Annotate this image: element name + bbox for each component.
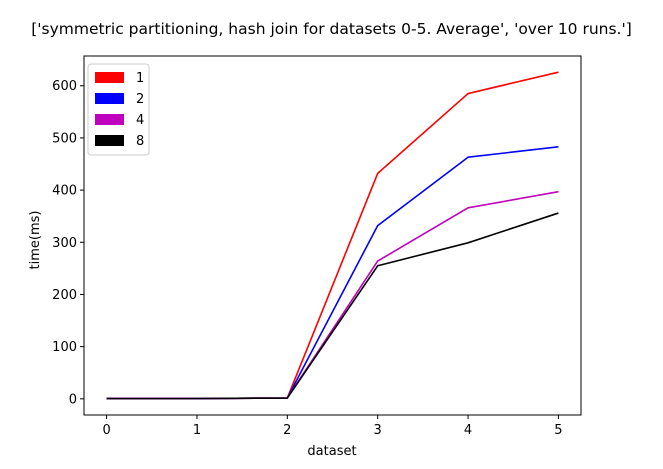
plot-area-frame (83, 55, 582, 416)
y-tick-label: 500 (52, 131, 77, 146)
legend-swatch-2 (95, 93, 124, 104)
series-line-4 (106, 190, 559, 400)
series-lines (106, 71, 559, 400)
x-tick-label: 2 (283, 423, 291, 438)
y-axis-ticks: 0 100 200 300 400 500 600 (52, 79, 84, 407)
legend-label: 4 (136, 113, 144, 128)
x-tick-label: 1 (193, 423, 201, 438)
series-line-2 (106, 145, 559, 400)
x-axis-ticks: 0 1 2 3 4 5 (102, 415, 563, 438)
chart-title: ['symmetric partitioning, hash join for … (31, 20, 632, 38)
y-tick-label: 300 (52, 236, 77, 251)
x-tick-label: 0 (102, 423, 110, 438)
legend-swatch-1 (95, 72, 124, 83)
legend-swatch-8 (95, 135, 124, 146)
legend-swatch-4 (95, 114, 124, 125)
y-axis-label: time(ms) (28, 211, 43, 270)
legend-frame (87, 63, 150, 156)
x-tick-label: 3 (374, 423, 382, 438)
x-axis-label: dataset (307, 444, 356, 459)
y-tick-label: 100 (52, 340, 77, 355)
legend: 1 2 4 8 (87, 63, 150, 156)
legend-label: 1 (136, 71, 144, 86)
x-tick-label: 5 (554, 423, 562, 438)
y-tick-label: 600 (52, 79, 77, 94)
y-tick-label: 0 (69, 392, 77, 407)
legend-label: 2 (136, 92, 144, 107)
x-tick-label: 4 (464, 423, 472, 438)
y-tick-label: 200 (52, 288, 77, 303)
series-line-8 (106, 212, 559, 400)
legend-label: 8 (136, 134, 144, 149)
y-tick-label: 400 (52, 184, 77, 199)
